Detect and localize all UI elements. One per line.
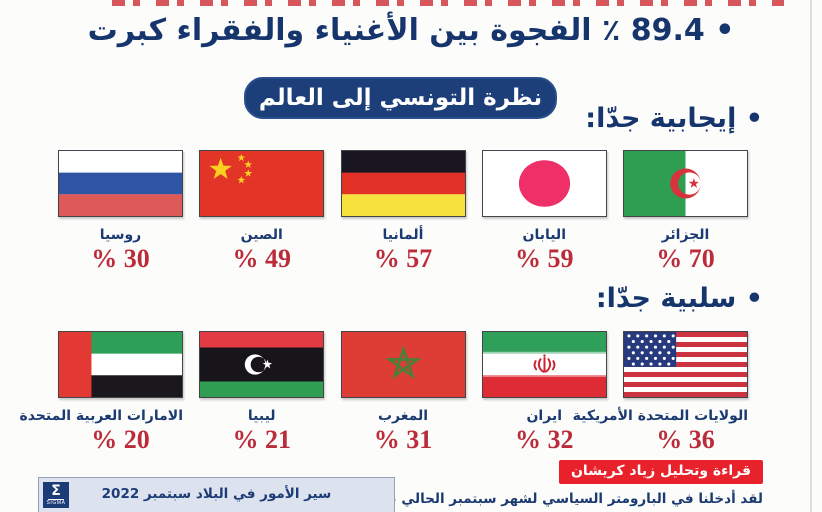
country-card-libya: ليبيا % 21 bbox=[199, 331, 325, 455]
sigma-glyph: Σ bbox=[48, 484, 64, 500]
country-name: الصين bbox=[240, 227, 283, 243]
clipped-red-text-strip bbox=[112, 0, 784, 6]
country-percentage: % 21 bbox=[232, 425, 292, 454]
country-card-uae: الامارات العربية المتحدة % 20 bbox=[19, 331, 183, 455]
country-percentage: % 70 bbox=[656, 244, 715, 273]
country-card-germany: ألمانيا % 57 bbox=[340, 150, 466, 274]
footnote-text: لقد أدخلنا في البارومتر السياسي لشهر سبت… bbox=[315, 491, 763, 507]
country-card-algeria: الجزائر % 70 bbox=[623, 150, 748, 274]
country-name: روسيا bbox=[99, 227, 142, 243]
country-percentage: % 30 bbox=[91, 244, 150, 273]
country-percentage: % 36 bbox=[656, 425, 715, 454]
country-card-iran: ايران % 32 bbox=[481, 331, 607, 455]
country-name: ليبيا bbox=[247, 408, 276, 424]
source-box: Σ SIGMA سير الأمور في البلاد سبتمبر 2022 bbox=[38, 477, 395, 512]
country-name: الجزائر bbox=[661, 227, 710, 243]
country-percentage: % 31 bbox=[373, 425, 433, 454]
positive-countries-row: الجزائر % 70 اليابان % 59 ألمانيا bbox=[58, 150, 748, 274]
credit-badge: قراءة وتحليل زياد كريشان bbox=[558, 460, 763, 484]
section-heading-positive: • إيجابية جدّا: bbox=[585, 103, 763, 134]
country-percentage: % 32 bbox=[515, 425, 574, 454]
source-box-label: سير الأمور في البلاد سبتمبر 2022 bbox=[101, 486, 332, 502]
usa-flag-icon bbox=[623, 331, 748, 398]
country-name: الولايات المتحدة الأمريكية bbox=[572, 408, 748, 424]
country-name: ألمانيا bbox=[382, 227, 424, 243]
sigma-label: SIGMA bbox=[46, 500, 66, 506]
china-flag-icon bbox=[199, 150, 325, 217]
iran-flag-icon bbox=[481, 331, 607, 398]
libya-flag-icon bbox=[199, 331, 325, 398]
section-heading-negative: • سلبية جدّا: bbox=[595, 283, 763, 314]
country-percentage: % 59 bbox=[515, 244, 574, 273]
country-percentage: % 49 bbox=[232, 244, 292, 273]
page-edge-line bbox=[810, 0, 812, 512]
germany-flag-icon bbox=[340, 150, 466, 217]
country-card-usa: الولايات المتحدة الأمريكية % 36 bbox=[572, 331, 748, 455]
country-card-russia: روسيا % 30 bbox=[58, 150, 183, 274]
uae-flag-icon bbox=[58, 331, 183, 398]
country-percentage: % 20 bbox=[91, 425, 150, 454]
country-name: اليابان bbox=[522, 227, 567, 243]
morocco-flag-icon bbox=[340, 331, 466, 398]
country-name: ايران bbox=[526, 408, 562, 424]
algeria-flag-icon bbox=[623, 150, 748, 217]
russia-flag-icon bbox=[58, 150, 183, 217]
country-card-china: الصين % 49 bbox=[199, 150, 325, 274]
country-name: الامارات العربية المتحدة bbox=[19, 408, 183, 424]
country-name: المغرب bbox=[377, 408, 429, 424]
headline: • 89.4 ٪ الفجوة بين الأغنياء والفقراء كب… bbox=[87, 13, 735, 48]
japan-flag-icon bbox=[481, 150, 607, 217]
sigma-logo: Σ SIGMA bbox=[43, 482, 69, 508]
country-card-japan: اليابان % 59 bbox=[481, 150, 607, 274]
country-card-morocco: المغرب % 31 bbox=[340, 331, 466, 455]
country-percentage: % 57 bbox=[373, 244, 433, 273]
banner-title: نظرة التونسي إلى العالم bbox=[244, 77, 557, 119]
negative-countries-row: الولايات المتحدة الأمريكية % 36 bbox=[19, 331, 748, 455]
